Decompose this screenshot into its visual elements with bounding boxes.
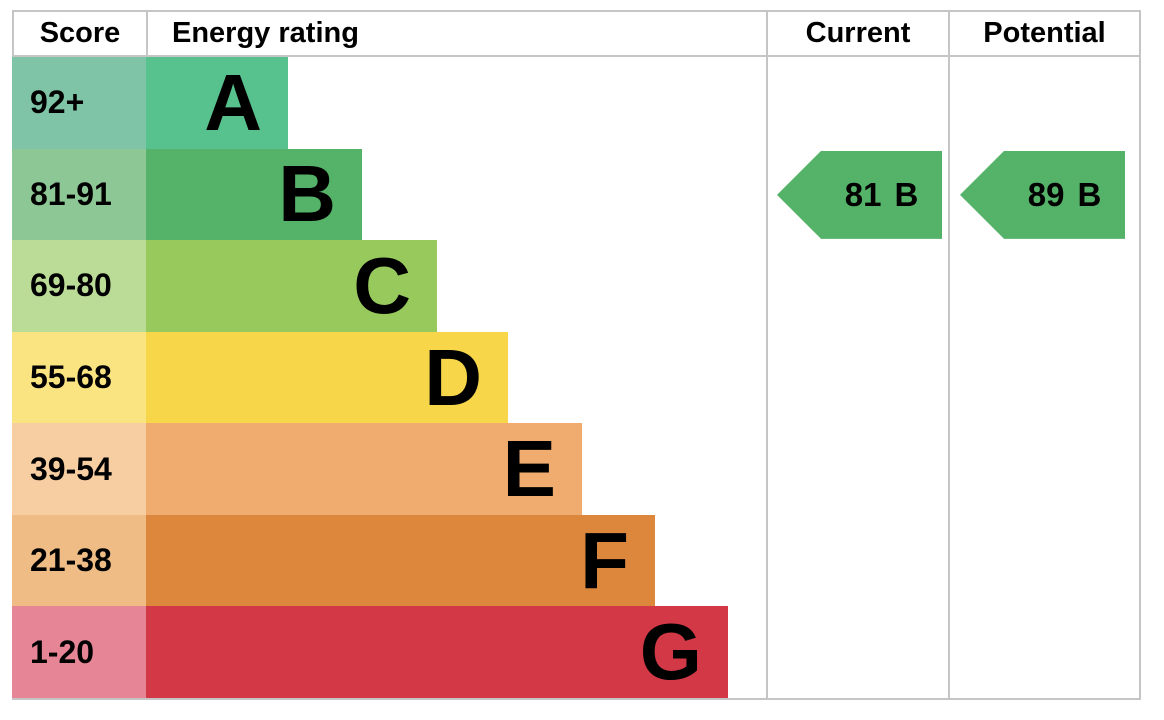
score-range-e: 39-54: [12, 423, 146, 515]
rating-bar-d: D: [146, 331, 508, 424]
score-range-c: 69-80: [12, 240, 146, 332]
rating-band-row-a: 92+ A: [12, 57, 766, 149]
rating-band-row-c: 69-80 C: [12, 240, 766, 332]
score-range-f: 21-38: [12, 514, 146, 607]
potential-grade: B: [1077, 175, 1102, 213]
current-grade: B: [894, 175, 919, 213]
header-current: Current: [766, 10, 948, 57]
rating-band-row-e: 39-54 E: [12, 423, 766, 515]
rating-bar-e: E: [146, 423, 582, 515]
rating-bar-a: A: [146, 57, 288, 149]
rating-band-row-d: 55-68 D: [12, 331, 766, 424]
header-potential: Potential: [948, 10, 1141, 57]
rating-band-row-b: 81-91 B: [12, 148, 766, 241]
current-rating-arrow: 81 B: [777, 150, 942, 239]
rating-bar-b: B: [146, 148, 362, 241]
current-column: 81 B: [766, 57, 948, 700]
rating-bands: 92+ A 81-91 B 69-80 C 55-68 D 39-54 E 21-38 F 1-20 G: [12, 57, 766, 700]
header-energy-rating: Energy rating: [146, 10, 766, 57]
potential-column: 89 B: [948, 57, 1141, 700]
score-range-g: 1-20: [12, 606, 146, 699]
current-score: 81: [844, 175, 882, 213]
score-range-a: 92+: [12, 57, 146, 149]
header-score: Score: [12, 10, 146, 57]
score-range-b: 81-91: [12, 148, 146, 241]
potential-rating-arrow: 89 B: [960, 150, 1125, 239]
score-range-d: 55-68: [12, 331, 146, 424]
rating-bar-g: G: [146, 606, 728, 699]
rating-bar-c: C: [146, 240, 437, 332]
rating-band-row-f: 21-38 F: [12, 514, 766, 607]
rating-bar-f: F: [146, 514, 655, 607]
potential-score: 89: [1027, 175, 1065, 213]
rating-band-row-g: 1-20 G: [12, 606, 766, 699]
epc-table: Score Energy rating Current Potential 92…: [12, 10, 1141, 700]
